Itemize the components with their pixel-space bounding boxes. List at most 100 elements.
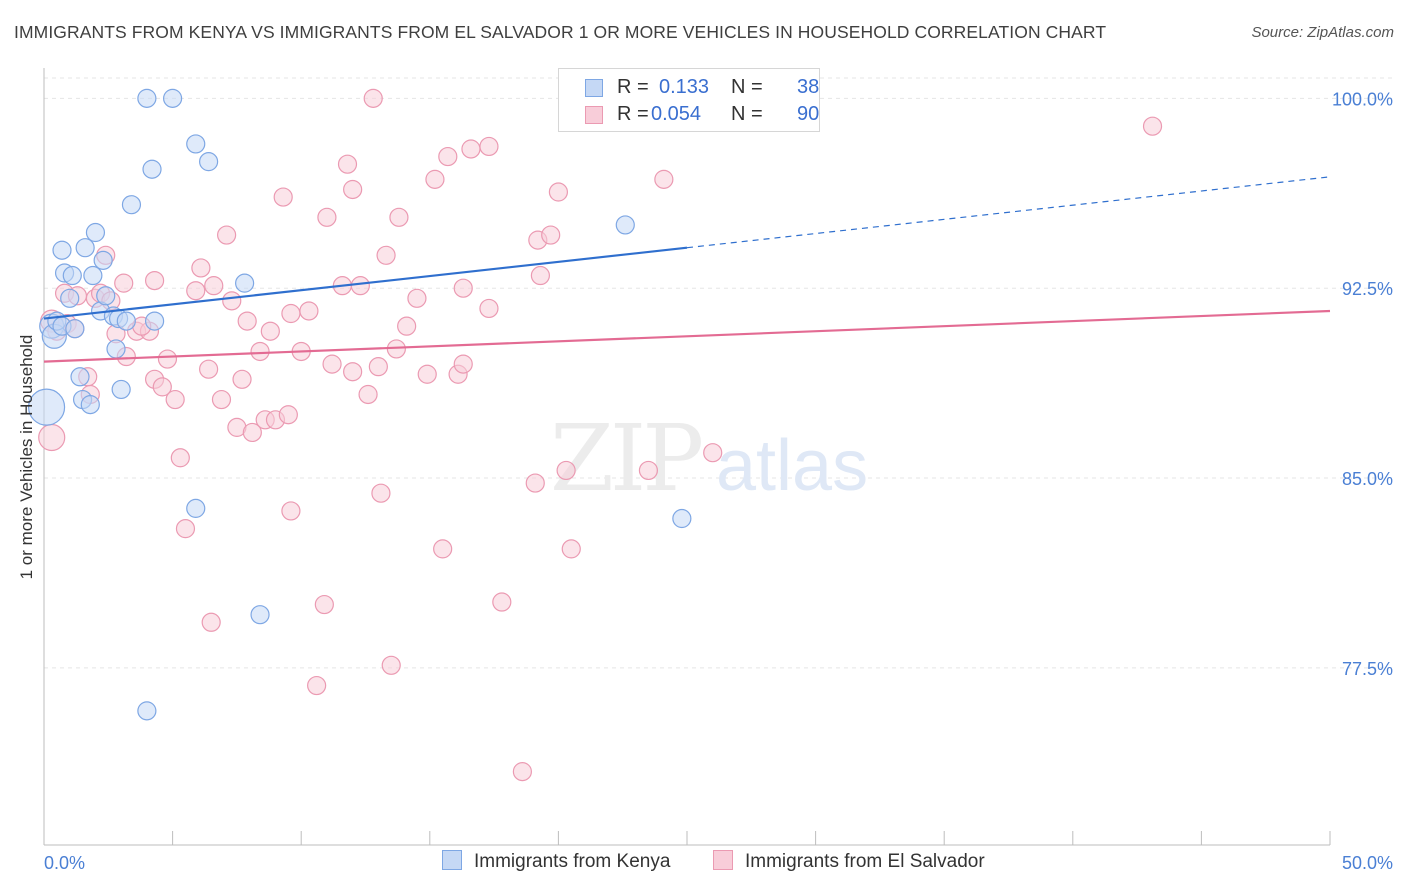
x-tick-label: 0.0% <box>44 853 85 873</box>
point-kenya <box>62 265 82 286</box>
point-elsalvador <box>237 311 257 331</box>
point-elsalvador <box>343 362 363 382</box>
point-kenya <box>163 88 183 108</box>
legend-r-value-kenya: 0.133 <box>659 76 710 98</box>
point-elsalvador <box>211 389 232 410</box>
point-elsalvador <box>433 539 453 559</box>
point-elsalvador <box>314 594 334 615</box>
point-kenya <box>106 339 126 359</box>
legend-swatch-elsalvador <box>585 106 603 124</box>
point-elsalvador <box>363 88 383 108</box>
point-elsalvador <box>556 460 576 481</box>
point-elsalvador <box>191 258 211 278</box>
watermark: ZIP atlas <box>550 405 868 512</box>
point-elsalvador <box>525 473 545 493</box>
point-elsalvador <box>281 501 301 521</box>
point-kenya <box>235 273 255 293</box>
point-elsalvador <box>381 655 401 675</box>
point-kenya <box>144 311 165 331</box>
point-elsalvador <box>157 349 178 369</box>
point-kenya <box>186 498 206 518</box>
point-elsalvador <box>703 443 723 463</box>
point-kenya <box>137 701 157 721</box>
point-elsalvador <box>199 359 219 379</box>
point-kenya <box>615 215 635 235</box>
bottom-legend-kenya[interactable]: Immigrants from Kenya <box>442 850 670 873</box>
trend-line-kenya-extension <box>686 176 1331 249</box>
point-elsalvador <box>654 169 674 189</box>
bottom-legend-swatch-elsalvador <box>713 850 733 870</box>
bottom-legend-elsalvador[interactable]: Immigrants from El Salvador <box>713 850 985 873</box>
point-kenya <box>75 238 95 258</box>
point-elsalvador <box>175 519 196 539</box>
trend-line-kenya <box>43 246 688 320</box>
point-elsalvador <box>152 377 172 397</box>
point-elsalvador <box>512 762 532 782</box>
point-kenya <box>116 311 136 331</box>
point-elsalvador <box>299 301 319 321</box>
point-elsalvador <box>260 321 280 341</box>
legend-r-label-kenya: R = <box>617 76 649 98</box>
point-elsalvador <box>1142 116 1163 136</box>
point-elsalvador <box>638 460 659 481</box>
point-elsalvador <box>144 270 165 291</box>
point-kenya <box>111 379 131 400</box>
point-elsalvador <box>492 592 512 612</box>
point-kenya <box>70 367 90 387</box>
trend-lines <box>43 176 1331 363</box>
point-elsalvador <box>278 405 298 425</box>
axes <box>43 68 1331 846</box>
point-elsalvador <box>438 146 458 167</box>
point-elsalvador <box>371 483 391 503</box>
legend-n-value-kenya: 38 <box>797 76 820 98</box>
point-elsalvador <box>530 265 550 286</box>
bottom-legend-label-elsalvador: Immigrants from El Salvador <box>745 851 985 872</box>
point-elsalvador <box>170 448 190 468</box>
point-elsalvador <box>186 281 206 301</box>
point-elsalvador <box>389 207 409 227</box>
legend-n-label-kenya: N = <box>731 76 763 98</box>
point-elsalvador <box>376 245 396 265</box>
point-elsalvador <box>201 612 221 632</box>
point-elsalvador <box>317 207 337 227</box>
point-kenya <box>85 222 106 243</box>
point-kenya <box>27 388 66 426</box>
point-elsalvador <box>453 278 473 298</box>
point-elsalvador <box>561 539 581 559</box>
point-elsalvador <box>479 136 499 157</box>
point-elsalvador <box>114 273 134 293</box>
point-elsalvador <box>397 316 417 336</box>
point-elsalvador <box>541 225 561 245</box>
legend-n-label-elsalvador: N = <box>731 103 763 125</box>
point-elsalvador <box>358 384 378 405</box>
point-elsalvador <box>350 276 370 296</box>
point-kenya <box>52 240 72 260</box>
y-tick-label: 77.5% <box>1342 659 1393 679</box>
legend-swatch-kenya <box>585 79 603 97</box>
bottom-legend-swatch-kenya <box>442 850 462 870</box>
point-elsalvador <box>242 422 262 443</box>
legend-n-value-elsalvador: 90 <box>797 103 820 125</box>
point-elsalvador <box>217 225 237 245</box>
point-elsalvador <box>407 288 427 308</box>
point-elsalvador <box>250 341 270 362</box>
trend-line-elsalvador <box>43 309 1331 363</box>
legend-r-label-elsalvador: R = <box>617 103 649 125</box>
point-elsalvador <box>368 357 388 377</box>
x-tick-label: 50.0% <box>1342 853 1393 873</box>
legend-r-value-elsalvador: 0.054 <box>651 103 702 125</box>
point-elsalvador <box>38 423 66 452</box>
point-kenya <box>137 88 157 108</box>
point-elsalvador <box>165 389 185 410</box>
point-elsalvador <box>453 354 473 374</box>
point-elsalvador <box>548 182 569 202</box>
point-elsalvador <box>273 187 293 207</box>
y-tick-label: 85.0% <box>1342 469 1393 489</box>
point-elsalvador <box>337 154 358 174</box>
point-elsalvador <box>322 354 342 374</box>
point-kenya <box>60 288 80 308</box>
chart-title: IMMIGRANTS FROM KENYA VS IMMIGRANTS FROM… <box>14 22 1107 42</box>
correlation-legend: R = 0.133 N = 38 R = 0.054 N = 90 <box>558 68 820 132</box>
y-tick-label: 92.5% <box>1342 279 1393 299</box>
